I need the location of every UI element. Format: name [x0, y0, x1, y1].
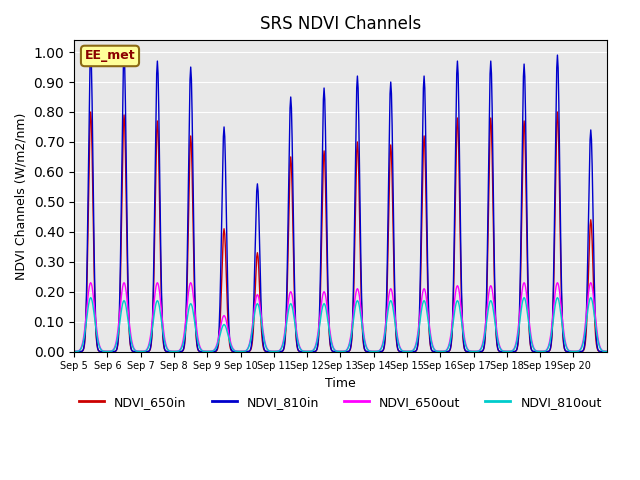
Line: NDVI_810out: NDVI_810out — [74, 298, 607, 351]
Line: NDVI_810in: NDVI_810in — [74, 52, 607, 351]
Title: SRS NDVI Channels: SRS NDVI Channels — [260, 15, 421, 33]
NDVI_650in — [259, 337, 266, 343]
NDVI_810out — [132, 348, 140, 354]
NDVI_650out — [603, 348, 611, 354]
NDVI_650in — [278, 348, 286, 354]
NDVI_650out — [278, 344, 285, 350]
NDVI_810in — [278, 348, 285, 354]
NDVI_810out — [230, 348, 238, 353]
Text: EE_met: EE_met — [84, 49, 135, 62]
Legend: NDVI_650in, NDVI_810in, NDVI_650out, NDVI_810out: NDVI_650in, NDVI_810in, NDVI_650out, NDV… — [74, 391, 607, 414]
NDVI_810in — [426, 333, 433, 338]
NDVI_650in — [231, 348, 239, 354]
X-axis label: Time: Time — [325, 377, 356, 390]
NDVI_650out — [426, 324, 433, 330]
NDVI_650in — [397, 348, 404, 354]
NDVI_650in — [133, 348, 141, 354]
NDVI_650in — [603, 348, 611, 354]
NDVI_810out — [603, 348, 611, 354]
NDVI_810in — [258, 314, 266, 320]
NDVI_810out — [70, 348, 78, 354]
NDVI_810in — [133, 348, 141, 354]
NDVI_810in — [603, 348, 611, 354]
NDVI_810in — [396, 348, 404, 354]
NDVI_810out — [277, 346, 285, 352]
NDVI_650in — [426, 343, 434, 348]
NDVI_810in — [231, 348, 239, 354]
NDVI_650in — [237, 348, 244, 354]
NDVI_650out — [231, 348, 239, 354]
NDVI_810out — [257, 316, 265, 322]
NDVI_810out — [520, 295, 528, 300]
NDVI_650out — [120, 280, 128, 286]
Y-axis label: NDVI Channels (W/m2/nm): NDVI Channels (W/m2/nm) — [15, 112, 28, 279]
NDVI_650out — [258, 315, 266, 321]
NDVI_810in — [87, 49, 95, 55]
NDVI_810out — [396, 343, 403, 348]
NDVI_650out — [70, 348, 78, 354]
Line: NDVI_650out: NDVI_650out — [74, 283, 607, 351]
NDVI_650out — [396, 344, 404, 349]
NDVI_650in — [87, 109, 95, 115]
NDVI_810in — [70, 348, 78, 354]
NDVI_650in — [70, 348, 78, 354]
NDVI_650out — [133, 348, 141, 354]
NDVI_810out — [425, 324, 433, 330]
Line: NDVI_650in: NDVI_650in — [74, 112, 607, 351]
